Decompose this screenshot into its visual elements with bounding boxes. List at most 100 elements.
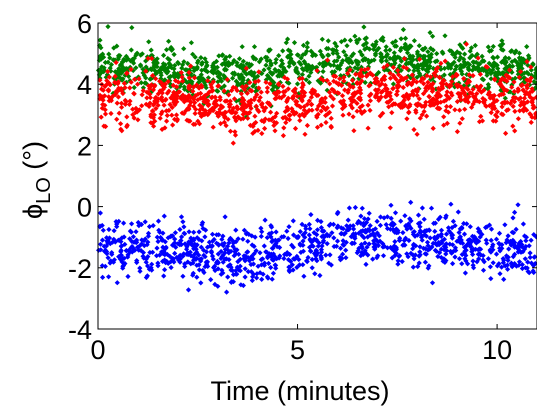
data-point (290, 218, 296, 224)
data-point (532, 260, 537, 267)
data-point (195, 97, 201, 103)
data-point (170, 257, 176, 263)
data-point (226, 92, 232, 98)
data-point (450, 74, 456, 80)
data-point (259, 276, 265, 282)
data-point (124, 57, 130, 63)
data-point (487, 95, 493, 101)
data-point (143, 68, 149, 74)
data-point (496, 261, 502, 267)
data-point (458, 68, 464, 74)
data-point (124, 124, 130, 130)
data-point (249, 233, 255, 239)
data-point (270, 257, 277, 263)
data-point (294, 93, 300, 99)
data-point (359, 205, 365, 211)
data-point (250, 130, 256, 136)
data-point (522, 100, 528, 106)
data-point (297, 241, 303, 247)
data-point (275, 89, 281, 95)
data-point (490, 96, 496, 102)
data-point (202, 234, 208, 240)
data-point (114, 280, 120, 286)
data-point (443, 251, 449, 257)
data-point (352, 33, 358, 39)
data-point (499, 104, 505, 110)
data-point (272, 96, 278, 102)
data-point (230, 272, 237, 278)
data-point (502, 55, 508, 61)
data-point (315, 243, 321, 249)
data-point (133, 105, 139, 111)
data-point (341, 78, 347, 84)
data-point (341, 98, 347, 104)
data-point (417, 56, 423, 62)
data-point (523, 89, 529, 96)
data-point (483, 68, 489, 74)
data-point (387, 93, 393, 99)
data-point (285, 107, 291, 113)
data-point (136, 223, 142, 229)
data-point (391, 57, 397, 63)
data-point (336, 81, 342, 88)
data-point (116, 253, 122, 259)
data-point (247, 87, 253, 93)
data-point (290, 88, 296, 94)
data-point (268, 62, 274, 68)
data-point (303, 77, 309, 83)
data-point (471, 84, 477, 90)
data-point (505, 266, 511, 272)
data-point (448, 62, 454, 68)
data-point (172, 230, 178, 236)
data-point (112, 73, 118, 79)
data-point (294, 264, 300, 270)
data-point (326, 233, 332, 239)
data-point (494, 54, 501, 60)
data-point (202, 264, 208, 270)
data-point (449, 79, 455, 85)
data-point (478, 113, 484, 119)
data-point (141, 238, 147, 244)
data-point (515, 61, 521, 67)
data-point (152, 95, 158, 101)
data-point (392, 210, 399, 216)
data-point (430, 33, 436, 39)
data-point (467, 237, 473, 243)
data-point (473, 240, 479, 246)
data-point (220, 259, 226, 265)
data-point (186, 69, 192, 76)
data-point (386, 99, 392, 105)
data-point (379, 77, 385, 83)
data-point (299, 72, 305, 78)
data-point (171, 51, 177, 58)
data-point (303, 226, 309, 232)
data-point (260, 271, 266, 277)
data-point (428, 45, 434, 51)
data-point (324, 231, 330, 237)
data-point (425, 247, 431, 253)
data-point (221, 83, 227, 89)
data-point (402, 35, 409, 41)
data-point (250, 123, 256, 129)
data-point (250, 54, 256, 60)
data-point (269, 230, 275, 236)
data-point (469, 104, 475, 110)
data-point (390, 85, 396, 91)
data-point (106, 51, 112, 57)
data-point (405, 96, 411, 102)
data-point (442, 58, 448, 64)
data-point (146, 103, 152, 109)
data-point (522, 91, 528, 97)
data-point (102, 59, 108, 66)
data-point (97, 223, 103, 229)
data-point (257, 250, 263, 256)
data-point (450, 248, 456, 254)
data-point (443, 231, 450, 237)
data-point (500, 112, 506, 118)
data-point (524, 69, 530, 76)
data-point (304, 109, 310, 115)
data-point (380, 244, 386, 250)
data-point (282, 74, 288, 81)
data-point (291, 111, 297, 117)
data-point (346, 111, 352, 117)
